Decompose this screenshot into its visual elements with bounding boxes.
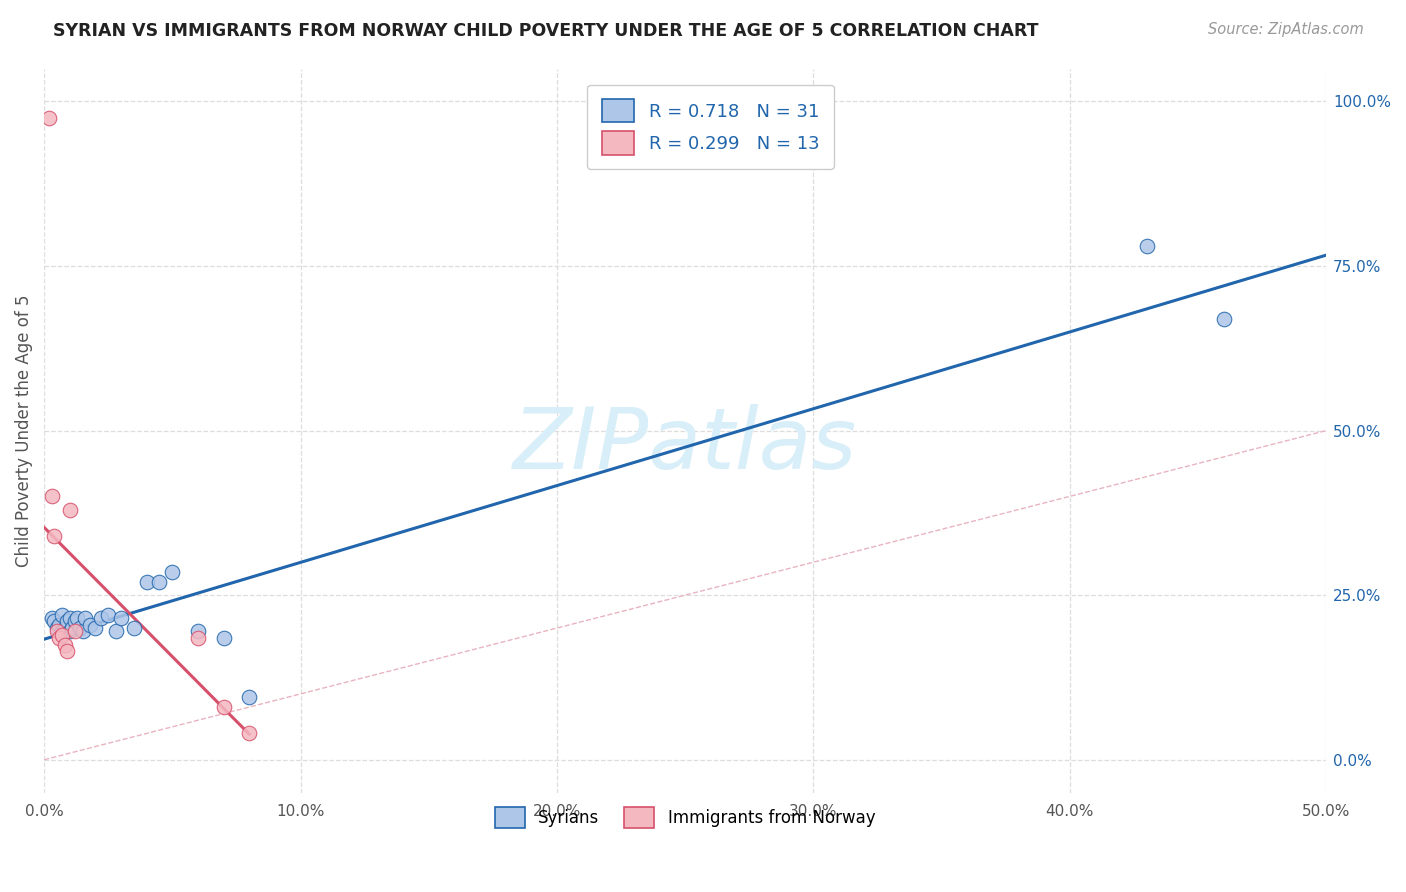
- Point: [212, 700, 235, 714]
- Point: [45, 624, 67, 639]
- Text: Source: ZipAtlas.com: Source: ZipAtlas.com: [1208, 22, 1364, 37]
- Point: [51, 628, 73, 642]
- Point: [69, 621, 91, 635]
- Legend: Syrians, Immigrants from Norway: Syrians, Immigrants from Norway: [488, 800, 882, 835]
- Point: [162, 565, 184, 579]
- Point: [72, 624, 94, 639]
- Point: [38, 111, 60, 125]
- Point: [41, 611, 63, 625]
- Point: [51, 624, 73, 639]
- Point: [63, 624, 86, 639]
- Y-axis label: Child Poverty Under the Age of 5: Child Poverty Under the Age of 5: [15, 294, 32, 566]
- Point: [135, 574, 157, 589]
- Point: [51, 607, 73, 622]
- Point: [75, 611, 97, 625]
- Point: [79, 617, 101, 632]
- Point: [48, 617, 70, 632]
- Text: SYRIAN VS IMMIGRANTS FROM NORWAY CHILD POVERTY UNDER THE AGE OF 5 CORRELATION CH: SYRIAN VS IMMIGRANTS FROM NORWAY CHILD P…: [53, 22, 1039, 40]
- Point: [53, 621, 76, 635]
- Point: [56, 615, 79, 629]
- Point: [59, 611, 82, 625]
- Point: [148, 574, 170, 589]
- Point: [44, 615, 66, 629]
- Point: [122, 621, 145, 635]
- Point: [84, 621, 107, 635]
- Point: [66, 611, 89, 625]
- Point: [60, 621, 83, 635]
- Point: [63, 615, 86, 629]
- Point: [59, 502, 82, 516]
- Point: [44, 529, 66, 543]
- Point: [1212, 311, 1234, 326]
- Point: [238, 726, 260, 740]
- Point: [187, 631, 209, 645]
- Point: [56, 644, 79, 658]
- Point: [45, 621, 67, 635]
- Text: ZIPatlas: ZIPatlas: [513, 403, 858, 486]
- Point: [41, 490, 63, 504]
- Point: [212, 631, 235, 645]
- Point: [48, 631, 70, 645]
- Point: [89, 611, 111, 625]
- Point: [187, 624, 209, 639]
- Point: [1135, 239, 1157, 253]
- Point: [59, 624, 82, 639]
- Point: [238, 690, 260, 705]
- Point: [97, 607, 120, 622]
- Point: [53, 638, 76, 652]
- Point: [110, 611, 132, 625]
- Point: [104, 624, 127, 639]
